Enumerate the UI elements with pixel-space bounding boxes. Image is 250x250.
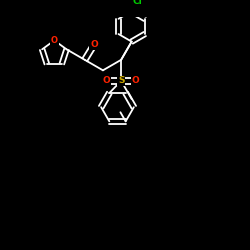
Text: O: O [132, 76, 140, 85]
Text: O: O [102, 76, 110, 85]
Text: S: S [118, 76, 124, 85]
Text: O: O [51, 36, 58, 45]
Text: O: O [90, 40, 98, 49]
Text: Cl: Cl [132, 0, 142, 6]
